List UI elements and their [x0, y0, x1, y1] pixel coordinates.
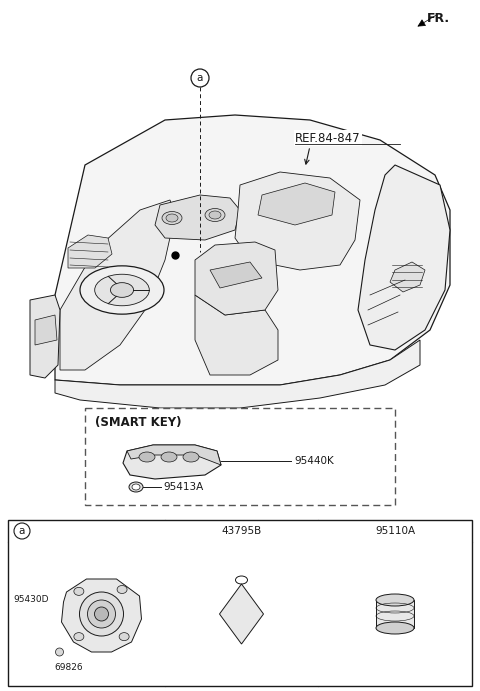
- Polygon shape: [61, 579, 142, 652]
- Polygon shape: [195, 242, 278, 315]
- Polygon shape: [55, 340, 420, 408]
- Ellipse shape: [183, 452, 199, 462]
- Polygon shape: [60, 200, 175, 370]
- Ellipse shape: [139, 452, 155, 462]
- Polygon shape: [235, 172, 360, 270]
- Polygon shape: [155, 195, 240, 240]
- Polygon shape: [35, 315, 57, 345]
- Polygon shape: [127, 445, 221, 465]
- Ellipse shape: [129, 482, 143, 492]
- Circle shape: [87, 600, 116, 628]
- Text: 95440K: 95440K: [294, 456, 334, 466]
- Bar: [8, 520, 472, 686]
- Polygon shape: [123, 445, 221, 479]
- Polygon shape: [68, 235, 112, 268]
- Polygon shape: [219, 584, 264, 644]
- Ellipse shape: [376, 594, 414, 606]
- Ellipse shape: [162, 211, 182, 225]
- Bar: [376, 600, 414, 628]
- Polygon shape: [258, 183, 335, 225]
- Text: 95413A: 95413A: [163, 482, 203, 492]
- Ellipse shape: [376, 622, 414, 634]
- Ellipse shape: [119, 633, 129, 641]
- Text: 95110A: 95110A: [375, 526, 415, 536]
- Ellipse shape: [74, 587, 84, 596]
- Ellipse shape: [74, 633, 84, 641]
- Circle shape: [191, 69, 209, 87]
- Text: 43795B: 43795B: [221, 526, 262, 536]
- Text: FR.: FR.: [427, 12, 450, 24]
- Ellipse shape: [132, 484, 140, 490]
- Circle shape: [95, 607, 108, 621]
- Polygon shape: [195, 295, 278, 375]
- Circle shape: [14, 523, 30, 539]
- Text: a: a: [197, 73, 203, 83]
- Circle shape: [56, 648, 63, 656]
- Circle shape: [80, 592, 123, 636]
- Ellipse shape: [110, 283, 133, 297]
- Text: 69826: 69826: [55, 663, 83, 672]
- Text: 95430D: 95430D: [13, 594, 48, 603]
- Polygon shape: [390, 262, 425, 292]
- Text: REF.84-847: REF.84-847: [295, 131, 360, 144]
- Text: (SMART KEY): (SMART KEY): [95, 415, 181, 428]
- Ellipse shape: [117, 585, 127, 594]
- Ellipse shape: [166, 214, 178, 222]
- Polygon shape: [210, 262, 262, 288]
- Text: a: a: [19, 526, 25, 536]
- Ellipse shape: [205, 209, 225, 222]
- Ellipse shape: [161, 452, 177, 462]
- Polygon shape: [30, 295, 60, 378]
- Ellipse shape: [209, 211, 221, 219]
- Polygon shape: [55, 115, 450, 385]
- Ellipse shape: [80, 266, 164, 314]
- Polygon shape: [358, 165, 450, 350]
- Ellipse shape: [95, 274, 149, 305]
- Bar: [85, 408, 395, 505]
